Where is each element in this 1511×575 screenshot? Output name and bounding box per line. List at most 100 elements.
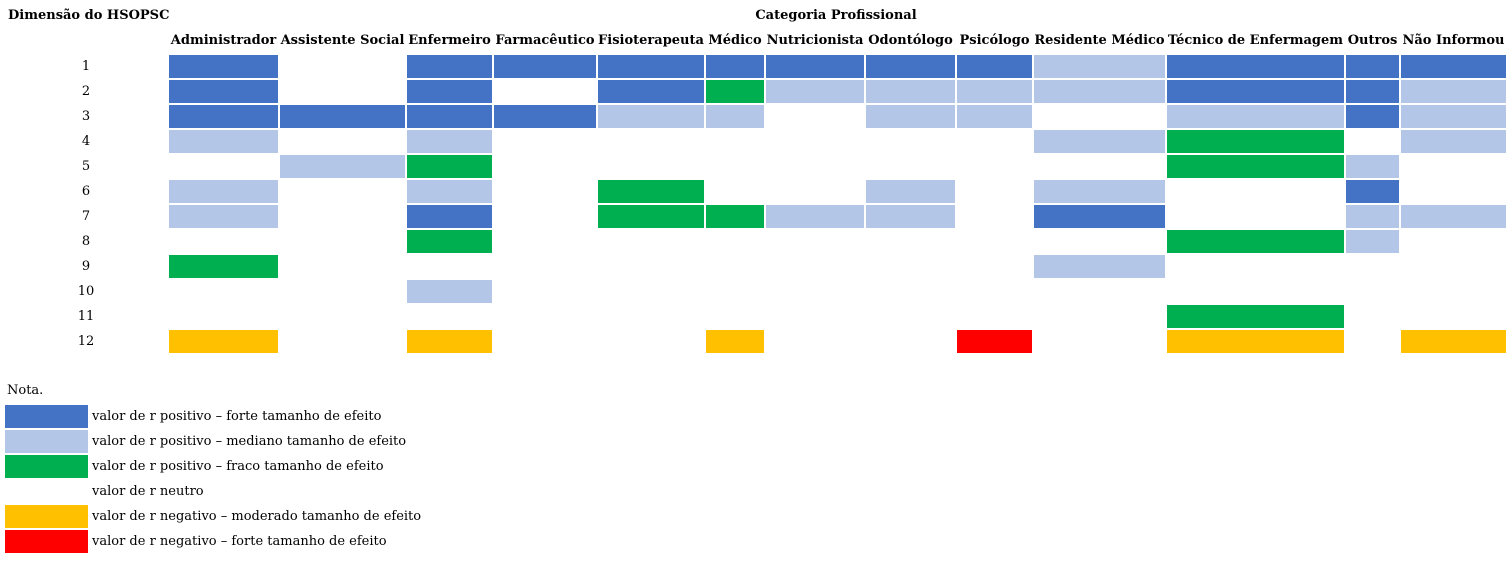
heatmap-cell [866, 205, 955, 228]
heatmap-cell [766, 55, 864, 78]
row-label: 10 [77, 284, 95, 299]
heatmap-cell [957, 105, 1032, 128]
note-label: Nota. [7, 383, 44, 398]
legend-swatch [5, 455, 88, 478]
heatmap-cell [766, 80, 864, 103]
heatmap-cell [1346, 155, 1399, 178]
heatmap-cell [169, 105, 278, 128]
row-label: 12 [77, 334, 95, 349]
column-header: Outros [1347, 33, 1398, 48]
heatmap-cell [866, 80, 955, 103]
heatmap-cell [1401, 55, 1506, 78]
heatmap-cell [957, 55, 1032, 78]
legend-swatch [5, 505, 88, 528]
heatmap-cell [1034, 255, 1165, 278]
heatmap-cell [1401, 330, 1506, 353]
heatmap-cell [706, 105, 764, 128]
legend-label: valor de r neutro [92, 484, 204, 499]
heatmap-cell [866, 55, 955, 78]
column-header: Fisioterapeuta [598, 33, 704, 48]
column-header: Técnico de Enfermagem [1167, 33, 1344, 48]
row-label: 9 [81, 259, 91, 274]
heatmap-cell [494, 105, 596, 128]
heatmap-cell [1167, 305, 1344, 328]
column-header: Enfermeiro [408, 33, 491, 48]
heatmap-cell [407, 105, 492, 128]
legend-swatch [5, 405, 88, 428]
row-label: 7 [81, 209, 91, 224]
legend-label: valor de r positivo – forte tamanho de e… [92, 409, 382, 424]
row-label: 8 [81, 234, 91, 249]
heatmap-cell [706, 205, 764, 228]
heatmap-cell [1167, 155, 1344, 178]
heatmap-cell [169, 130, 278, 153]
heatmap-cell [1167, 55, 1344, 78]
heatmap-cell [407, 230, 492, 253]
heatmap-cell [407, 280, 492, 303]
heatmap-cell [1346, 230, 1399, 253]
x-axis-title: Categoria Profissional [755, 8, 917, 23]
heatmap-cell [1034, 130, 1165, 153]
heatmap-cell [1034, 180, 1165, 203]
legend-label: valor de r positivo – mediano tamanho de… [92, 434, 407, 449]
heatmap-cell [957, 80, 1032, 103]
heatmap-cell [407, 80, 492, 103]
heatmap-cell [1167, 330, 1344, 353]
heatmap-cell [598, 80, 704, 103]
heatmap-cell [1034, 80, 1165, 103]
heatmap-cell [1034, 55, 1165, 78]
heatmap-cell [706, 55, 764, 78]
heatmap-cell [598, 180, 704, 203]
heatmap-cell [1401, 205, 1506, 228]
heatmap-cell [957, 330, 1032, 353]
row-label: 4 [81, 134, 91, 149]
heatmap-cell [169, 180, 278, 203]
column-header: Administrador [170, 33, 277, 48]
column-header: Odontólogo [868, 33, 953, 48]
column-header: Residente Médico [1034, 33, 1165, 48]
heatmap-cell [766, 205, 864, 228]
heatmap-cell [1167, 130, 1344, 153]
heatmap-cell [1346, 205, 1399, 228]
heatmap-cell [1346, 80, 1399, 103]
column-header: Médico [708, 33, 762, 48]
heatmap-cell [1346, 105, 1399, 128]
heatmap-cell [866, 105, 955, 128]
heatmap-cell [1401, 130, 1506, 153]
row-label: 3 [81, 109, 91, 124]
heatmap-cell [1167, 230, 1344, 253]
column-header: Não Informou [1402, 33, 1505, 48]
heatmap-cell [1346, 180, 1399, 203]
heatmap-cell [407, 180, 492, 203]
heatmap-cell [169, 55, 278, 78]
column-header: Nutricionista [766, 33, 864, 48]
heatmap-cell [598, 105, 704, 128]
heatmap-cell [1167, 105, 1344, 128]
row-label: 11 [77, 309, 95, 324]
legend-label: valor de r negativo – moderado tamanho d… [92, 509, 422, 524]
heatmap-cell [280, 105, 405, 128]
legend-swatch [5, 530, 88, 553]
row-label: 1 [81, 59, 91, 74]
legend-swatch [5, 430, 88, 453]
column-header: Assistente Social [280, 33, 405, 48]
heatmap-cell [1167, 80, 1344, 103]
heatmap-cell [1346, 55, 1399, 78]
heatmap-cell [706, 80, 764, 103]
heatmap-cell [598, 205, 704, 228]
column-header: Psicólogo [959, 33, 1030, 48]
row-label: 2 [81, 84, 91, 99]
row-label: 6 [81, 184, 91, 199]
heatmap-cell [1401, 80, 1506, 103]
heatmap-cell [407, 130, 492, 153]
heatmap-cell [407, 155, 492, 178]
legend-label: valor de r positivo – fraco tamanho de e… [92, 459, 384, 474]
heatmap-cell [706, 330, 764, 353]
legend-label: valor de r negativo – forte tamanho de e… [92, 534, 387, 549]
column-header: Farmacêutico [495, 33, 595, 48]
heatmap-cell [280, 155, 405, 178]
heatmap-cell [169, 330, 278, 353]
heatmap-cell [598, 55, 704, 78]
heatmap-cell [1034, 205, 1165, 228]
heatmap-cell [407, 205, 492, 228]
